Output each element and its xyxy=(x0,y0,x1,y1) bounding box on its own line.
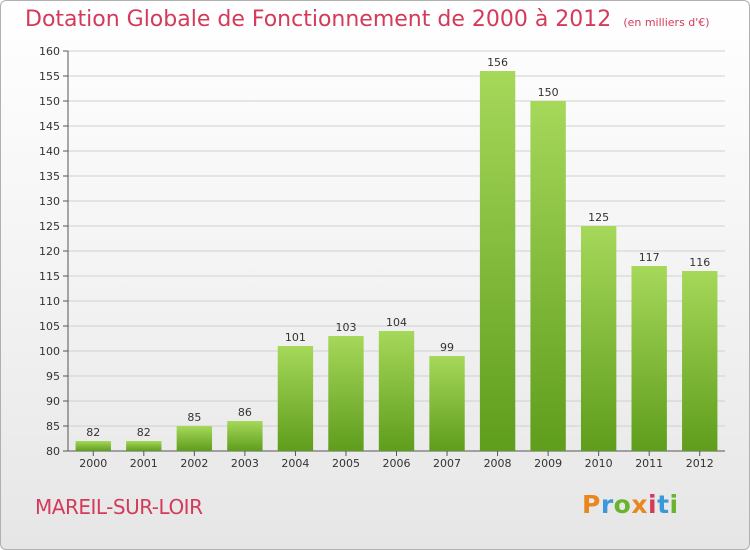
data-label: 99 xyxy=(440,341,454,354)
bar xyxy=(328,336,364,451)
y-tick-label: 80 xyxy=(46,445,60,458)
x-tick-label: 2002 xyxy=(180,457,208,470)
data-label: 117 xyxy=(639,251,660,264)
logo-letter: r xyxy=(600,490,614,519)
logo-letter: i xyxy=(648,490,658,519)
bar xyxy=(227,421,263,451)
bar xyxy=(479,71,516,451)
data-label: 150 xyxy=(538,86,559,99)
city-name: MAREIL-SUR-LOIR xyxy=(35,495,203,519)
data-label: 125 xyxy=(588,211,609,224)
chart-title-block: Dotation Globale de Fonctionnement de 20… xyxy=(25,7,710,32)
bar xyxy=(75,441,111,451)
bar xyxy=(429,356,465,451)
chart-title: Dotation Globale de Fonctionnement de 20… xyxy=(25,7,612,32)
y-tick-label: 95 xyxy=(46,370,60,383)
logo-letter: o xyxy=(613,490,632,519)
labels: 82 82 85 86 101 103 104 99 156 150 125 117 116 xyxy=(86,56,710,439)
bar xyxy=(176,426,213,451)
data-label: 86 xyxy=(238,406,252,419)
y-tick-label: 115 xyxy=(39,270,60,283)
x-tick-label: 2009 xyxy=(534,457,562,470)
logo-letter: P xyxy=(582,490,601,519)
bar xyxy=(631,266,667,451)
y-tick-label: 125 xyxy=(39,220,60,233)
data-label: 101 xyxy=(285,331,306,344)
data-label: 156 xyxy=(487,56,508,69)
data-label: 116 xyxy=(689,256,710,269)
y-tick-label: 160 xyxy=(39,45,60,58)
data-label: 85 xyxy=(187,411,201,424)
y-tick-label: 110 xyxy=(39,295,60,308)
bars xyxy=(75,71,718,451)
bar xyxy=(682,271,718,451)
y-tick-label: 140 xyxy=(39,145,60,158)
x-tick-label: 2010 xyxy=(585,457,613,470)
x-tick-label: 2006 xyxy=(383,457,411,470)
data-label: 103 xyxy=(335,321,356,334)
y-tick-label: 135 xyxy=(39,170,60,183)
x-tick-label: 2011 xyxy=(635,457,663,470)
x-tick-label: 2005 xyxy=(332,457,360,470)
x-tick-label: 2001 xyxy=(130,457,158,470)
bar xyxy=(378,331,415,451)
x-tick-label: 2007 xyxy=(433,457,461,470)
bar xyxy=(277,346,314,451)
y-tick-label: 145 xyxy=(39,120,60,133)
logo-letter: t xyxy=(657,490,670,519)
x-tick-label: 2003 xyxy=(231,457,259,470)
data-label: 104 xyxy=(386,316,407,329)
x-tick-label: 2004 xyxy=(281,457,309,470)
grid-lines xyxy=(68,50,725,452)
chart-unit: (en milliers d'€) xyxy=(623,16,710,29)
x-tick-label: 2000 xyxy=(79,457,107,470)
y-tick-label: 120 xyxy=(39,245,60,258)
logo-letter: x xyxy=(631,490,648,519)
bar xyxy=(530,101,566,451)
proxiti-logo: Proxiti xyxy=(582,490,679,519)
x-tick-label: 2008 xyxy=(484,457,512,470)
y-tick-label: 155 xyxy=(39,70,60,83)
logo-letter: i xyxy=(669,490,679,519)
bar xyxy=(126,441,162,451)
data-label: 82 xyxy=(137,426,151,439)
y-tick-label: 90 xyxy=(46,395,60,408)
x-tick-label: 2012 xyxy=(686,457,714,470)
bar xyxy=(580,226,617,451)
y-tick-label: 150 xyxy=(39,95,60,108)
y-tick-label: 85 xyxy=(46,420,60,433)
data-label: 82 xyxy=(86,426,100,439)
y-tick-label: 100 xyxy=(39,345,60,358)
y-tick-label: 130 xyxy=(39,195,60,208)
y-tick-label: 105 xyxy=(39,320,60,333)
